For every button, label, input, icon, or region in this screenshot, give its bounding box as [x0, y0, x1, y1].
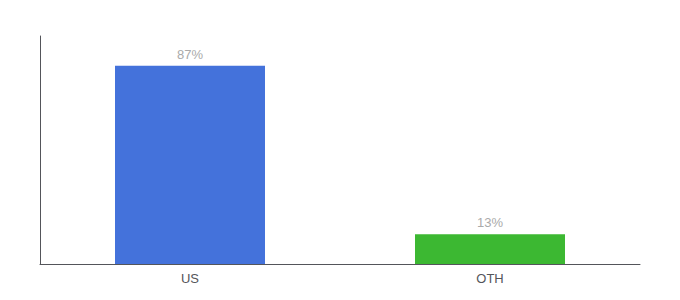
svg-text:87%: 87% [177, 47, 203, 62]
svg-text:US: US [181, 271, 199, 286]
svg-text:OTH: OTH [476, 271, 503, 286]
svg-text:13%: 13% [477, 215, 503, 230]
